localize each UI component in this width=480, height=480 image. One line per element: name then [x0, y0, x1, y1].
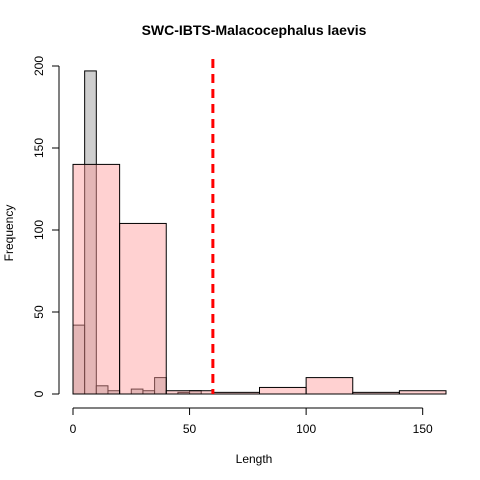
x-axis: 0 50 100 150 — [70, 407, 433, 436]
x-tick-label: 150 — [413, 422, 433, 436]
histogram-bar — [165, 390, 214, 395]
y-tick-label: 0 — [32, 390, 46, 397]
histogram-bar — [398, 390, 447, 395]
y-tick-label: 150 — [32, 138, 46, 158]
x-tick-label: 50 — [183, 422, 197, 436]
bars-layer — [72, 70, 447, 395]
histogram-bar — [212, 391, 260, 395]
histogram-bar — [305, 377, 354, 395]
x-tick-label: 0 — [70, 422, 77, 436]
x-axis-label: Length — [236, 452, 273, 466]
y-tick-label: 50 — [32, 305, 46, 319]
histogram-bar — [119, 222, 167, 395]
histogram-bar — [352, 391, 400, 395]
y-axis: 0 50 100 150 200 — [32, 56, 60, 397]
x-tick-label: 100 — [296, 422, 316, 436]
y-axis-label: Frequency — [2, 205, 16, 262]
histogram-bar — [72, 163, 121, 395]
y-tick-label: 200 — [32, 56, 46, 76]
chart-title: SWC-IBTS-Malacocephalus laevis — [142, 22, 367, 38]
histogram-bar — [259, 386, 307, 395]
y-tick-label: 100 — [32, 220, 46, 240]
